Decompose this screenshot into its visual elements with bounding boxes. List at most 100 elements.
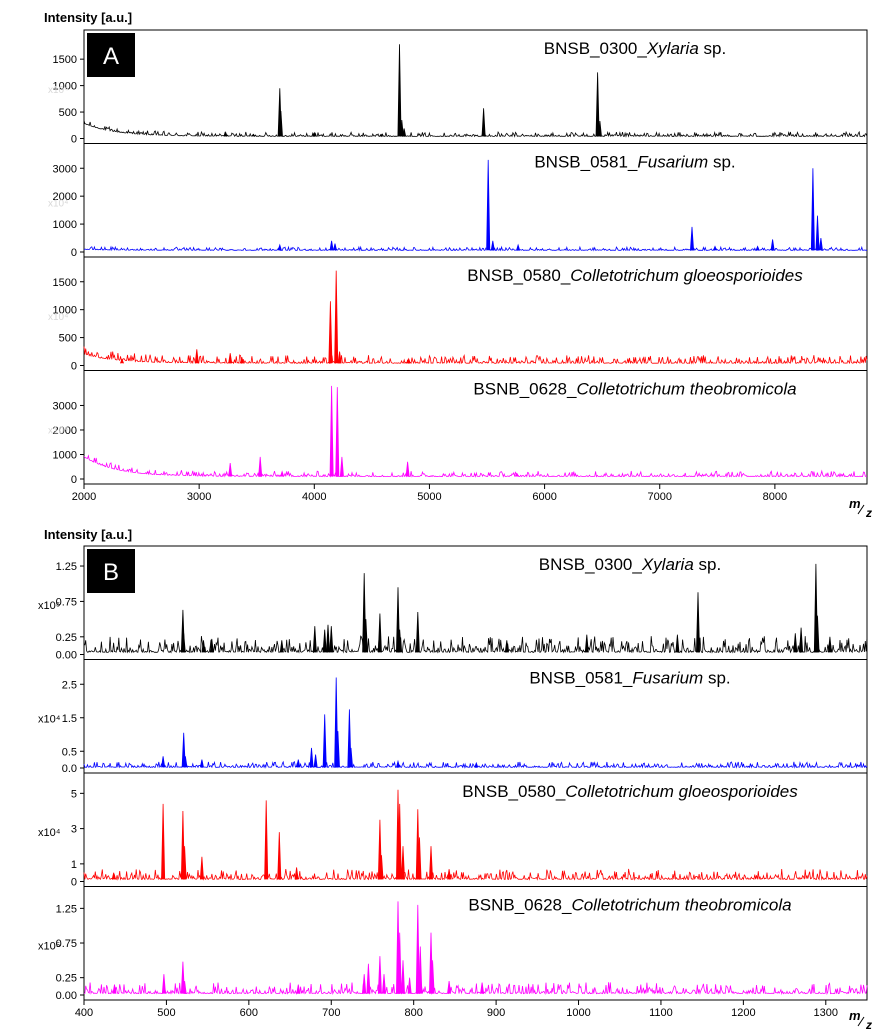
spectrum-peak	[474, 761, 479, 768]
spectrum-peak	[597, 120, 602, 137]
spectrum-peak	[161, 803, 166, 880]
spectrum-peak	[755, 245, 760, 251]
series-name-prefix: BNSB_0581_	[529, 669, 633, 688]
spectrum-peak	[827, 636, 832, 653]
spectrum-peak	[194, 349, 199, 364]
panel-a: Intensity [a.u.] A 2000 3000 4000 5000 6000 7…	[44, 10, 872, 520]
spectrum-subplot: 0 1000 2000 3000 x10⁴ BNSB_0581_Fusarium sp.	[48, 153, 868, 259]
spectrum-subplot: 0 500 1000 1500 x10⁴ BNSB_0580_Colletotrichum…	[48, 266, 868, 373]
y-tick-label: 0.00	[56, 990, 77, 1002]
y-multiplier: x10⁴	[38, 713, 61, 725]
y-tick-label: 0.25	[56, 973, 77, 985]
spectrum-subplot: 0.0 0.5 1.5 2.5 x10⁴ BNSB_0581_Fusarium sp.	[38, 669, 868, 775]
y-tick-label: 2000	[53, 425, 77, 437]
x-tick-label: 600	[240, 1007, 258, 1019]
x-tick-label: 1000	[566, 1007, 590, 1019]
y-tick-label: 1000	[53, 219, 77, 231]
spectrum-peak	[182, 981, 187, 994]
panel-b-label-box	[87, 549, 135, 593]
spectrum-peak	[377, 956, 382, 994]
spectrum-trace	[83, 454, 868, 478]
spectrum-peak	[382, 974, 386, 994]
spectrum-peak	[294, 867, 299, 880]
spectrum-peak	[415, 611, 420, 653]
spectrum-peak	[396, 587, 400, 653]
spectrum-peak	[793, 633, 798, 653]
panel-a-subplots: 0 500 1000 1500 x10⁴ BNSB_0300_Xylaria sp. 0 10…	[48, 39, 868, 486]
spectrum-subplot: 0.00 0.25 0.75 1.25 x10⁵ BSNB_0628_Colletotri…	[38, 896, 868, 1002]
panel-a-xlabel-slash	[857, 504, 865, 515]
spectrum-trace	[83, 868, 868, 881]
spectrum-peak	[810, 168, 815, 251]
y-tick-label: 0.75	[56, 938, 77, 950]
spectrum-subplot: 0 1000 2000 3000 x10⁴ BSNB_0628_Colletotrichu…	[48, 380, 868, 486]
spectrum-peak	[280, 470, 285, 477]
panel-b: Intensity [a.u.] B 400 500 600 700 800 900 100…	[38, 527, 872, 1030]
y-tick-label: 1.5	[62, 713, 77, 725]
y-multiplier: x10⁴	[48, 85, 68, 96]
spectrum-peak	[480, 982, 485, 994]
spectrum-peak	[407, 977, 412, 994]
spectrum-peak	[415, 904, 420, 994]
spectrum-peak	[335, 731, 340, 768]
x-tick-label: 7000	[647, 491, 671, 503]
spectrum-peak	[447, 869, 452, 880]
series-name-taxon: Xylaria	[641, 555, 694, 574]
spectrum-peak	[405, 461, 410, 477]
spectrum-peak	[770, 239, 775, 251]
spectrum-peak	[397, 44, 402, 137]
y-tick-label: 500	[59, 333, 77, 345]
y-tick-label: 1000	[53, 305, 77, 317]
spectrum-peak	[181, 633, 186, 653]
series-name-prefix: BNSB_0580_	[462, 782, 566, 801]
spectrum-peak	[182, 846, 187, 880]
spectrum-peak	[228, 353, 233, 364]
spectrum-peak	[430, 960, 435, 994]
y-tick-label: 0.5	[62, 746, 77, 758]
spectrum-peak	[258, 456, 263, 477]
y-tick-label: 0	[71, 134, 77, 146]
spectrum-peak	[362, 974, 367, 994]
spectrum-trace	[83, 245, 868, 252]
panel-b-xlabel-m: m	[849, 1008, 861, 1023]
spectrum-peak	[239, 357, 244, 364]
spectrum-peak	[181, 732, 186, 768]
spectrum-peak	[690, 226, 694, 251]
spectrum-peak	[447, 981, 452, 994]
panel-a-xlabel-m: m	[849, 496, 861, 511]
spectrum-peak	[161, 974, 166, 994]
spectrum-peak	[223, 131, 228, 137]
y-tick-label: 3000	[53, 163, 77, 175]
spectrum-peak	[815, 215, 820, 251]
spectrum-peak	[329, 240, 334, 251]
spectrum-peak	[818, 237, 823, 251]
y-multiplier: x10⁵	[38, 940, 60, 952]
spectrum-trace	[83, 982, 868, 996]
y-multiplier: x10⁴	[48, 198, 68, 209]
y-tick-label: 1.25	[56, 561, 77, 573]
spectrum-peak	[228, 463, 233, 477]
spectrum-peak	[277, 243, 282, 251]
spectrum-peak	[481, 108, 486, 137]
x-tick-label: 1200	[731, 1007, 755, 1019]
panel-a-ylabel: Intensity [a.u.]	[44, 10, 132, 25]
spectrum-peak	[515, 472, 519, 477]
spectrum-peak	[397, 629, 402, 653]
y-tick-label: 500	[59, 107, 77, 119]
panel-a-xlabel: m z	[849, 496, 872, 520]
spectrum-peak	[675, 634, 680, 653]
spectrum-peak	[199, 856, 204, 880]
series-name-suffix: sp.	[699, 39, 726, 58]
spectrum-peak	[296, 759, 301, 768]
spectrum-subplot: 0 1 3 5 x10⁴ BNSB_0580_Colletotrichum gloeosp…	[38, 782, 868, 889]
spectrum-peak	[279, 640, 284, 653]
panel-b-x-axis: 400 500 600 700 800 900 1000 1100 1200 1300	[75, 1000, 838, 1019]
x-tick-label: 500	[157, 1007, 175, 1019]
series-name-taxon: Fusarium	[637, 153, 708, 172]
series-name: BSNB_0628_Colletotrichum theobromicola	[473, 380, 796, 399]
spectrum-peak	[401, 960, 405, 994]
spectrum-peak	[335, 387, 340, 477]
series-name-taxon: Fusarium	[632, 669, 703, 688]
y-tick-label: 1500	[53, 54, 77, 66]
spectrum-peak	[209, 638, 214, 653]
